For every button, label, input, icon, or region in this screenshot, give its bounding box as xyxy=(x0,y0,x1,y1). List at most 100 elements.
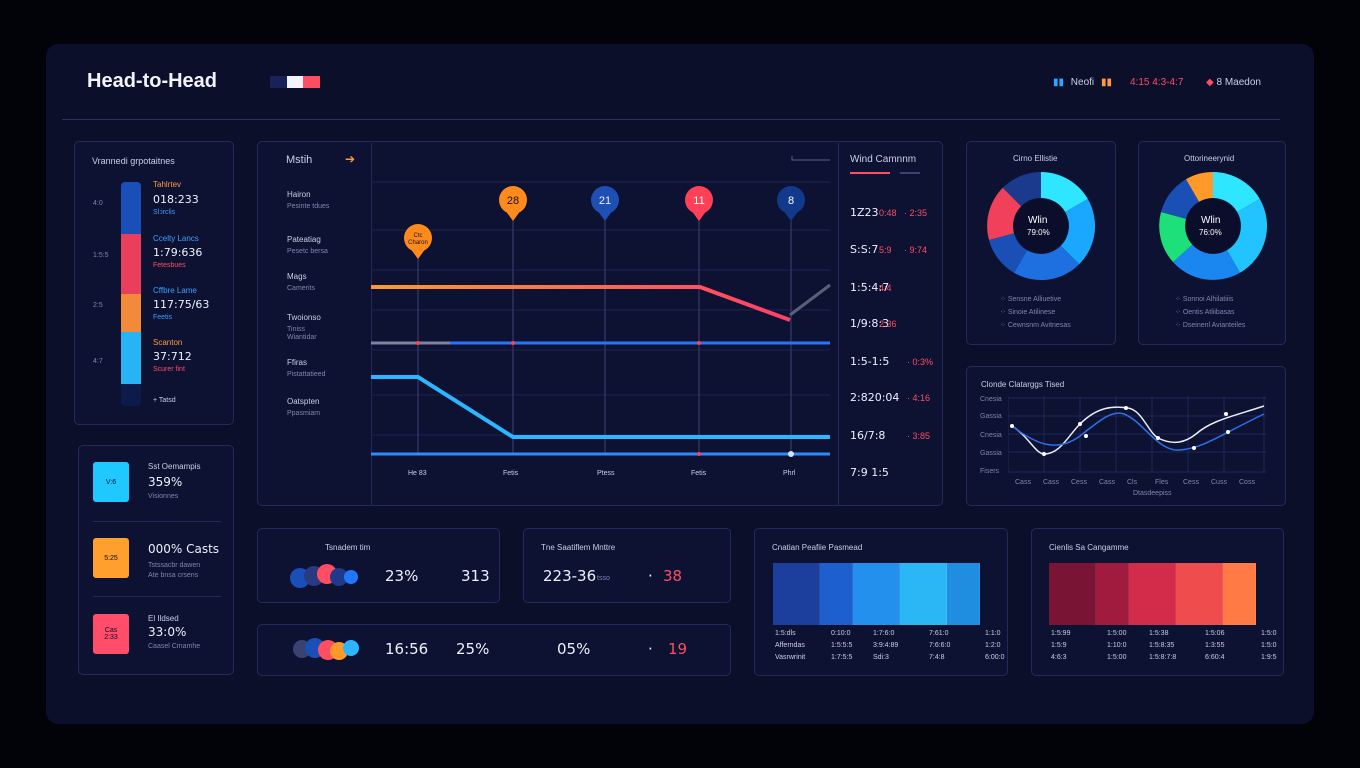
row-sub: Pistattatieed xyxy=(287,371,326,378)
heatmap-cell-label: 7:4:8 xyxy=(929,654,945,661)
card-bullet: · xyxy=(648,640,653,658)
svg-text:11: 11 xyxy=(693,195,704,207)
series-line-orange xyxy=(371,285,791,322)
page-title: Head-to-Head xyxy=(87,70,218,92)
card-value: 19 xyxy=(668,640,688,658)
trend-x-label: Cass xyxy=(1015,479,1031,486)
donut-center-label: Wlin xyxy=(1028,215,1048,226)
header-mid-label: Neofi xyxy=(1070,77,1095,88)
donut-slice xyxy=(1014,245,1080,281)
heatmap-cell-label: 7:61:0 xyxy=(929,630,949,637)
trend-x-caption: Dtasdeepiss xyxy=(1133,490,1172,497)
user-menu[interactable]: ◆ 8 Maedon xyxy=(1206,77,1261,88)
donut-center-value: 79:0% xyxy=(1027,228,1050,237)
axis-tick: 4:7 xyxy=(93,358,103,365)
donut-title: Ottorineerynid xyxy=(1184,154,1235,163)
marker-pin[interactable]: 8 xyxy=(777,186,805,221)
x-label: Ptess xyxy=(597,470,615,477)
arrow-icon[interactable]: ➔ xyxy=(345,152,356,166)
heatmap-grid xyxy=(773,563,990,625)
heatmap-cell-label: 1:5:dls xyxy=(775,630,796,637)
toggle-segment-red[interactable] xyxy=(303,76,321,88)
divider xyxy=(838,143,839,505)
trend-x-label: Cls xyxy=(1127,479,1138,486)
wind-delta: 5:9 xyxy=(879,245,892,255)
heatmap-cell-label: 1:5:0 xyxy=(1261,642,1277,649)
heatmap-cell-label: Afferndas xyxy=(775,642,805,649)
marker-pin[interactable]: 11 xyxy=(685,186,713,221)
heatmap-cell-label: 1:5:5:5 xyxy=(831,642,853,649)
wind-value: S:S:7 xyxy=(850,243,879,256)
wind-delta: · 2:35 xyxy=(904,208,928,218)
svg-text:Charon: Charon xyxy=(408,240,428,246)
stat-tile-icon: V:6 xyxy=(93,462,129,502)
add-total-button[interactable]: + Tatsd xyxy=(153,397,176,404)
wind-delta: 0:48 xyxy=(879,208,897,218)
card-bullet: · xyxy=(648,567,653,585)
row-label: Ffiras xyxy=(287,358,307,367)
wind-delta: · 0:3% xyxy=(907,357,934,367)
stat-tile-text: Cas 2:33 xyxy=(104,627,118,641)
heatmap-column xyxy=(947,563,980,625)
toggle-segment-dark[interactable] xyxy=(270,76,287,88)
row-sub: Camerits xyxy=(287,285,316,292)
wind-value: 1/9:8:3 xyxy=(850,317,890,330)
bar-segment-red xyxy=(121,234,141,294)
stat-tile-icon: Cas 2:33 xyxy=(93,614,129,654)
heatmap-cell-label: 1:5:00 xyxy=(1107,630,1127,637)
heatmap-cell-label: 1:2:0 xyxy=(985,642,1001,649)
x-label: Fetis xyxy=(503,470,519,477)
legend-item: ⁘ Sensne Alliuetive xyxy=(1000,296,1062,303)
row-label: Hairon xyxy=(287,190,311,199)
heatmap-cell-label: 1:5:9 xyxy=(1051,642,1067,649)
wind-delta: 4:4 xyxy=(879,283,892,293)
user-name: 8 Maedon xyxy=(1216,77,1261,88)
heatmap-column xyxy=(853,563,900,625)
header-nav[interactable]: ▮▮ Neofi ▮▮ xyxy=(1053,77,1112,88)
entry-value: 018:233 xyxy=(153,193,199,206)
legend-text: Sensne Alliuetive xyxy=(1007,296,1062,303)
bar-segment-orange xyxy=(121,294,141,332)
heatmap-cell-label: 0:10:0 xyxy=(831,630,851,637)
stat-sub: Tstssacbr dawen Ate bnsa crsens xyxy=(148,562,201,579)
title-underline xyxy=(900,172,920,174)
row-sub: Pesetc bersa xyxy=(287,248,328,255)
heatmap-cell-label: 1:3:55 xyxy=(1205,642,1225,649)
toggle-segment-light[interactable] xyxy=(286,76,304,88)
legend-item: ⁘ Dseinenl Avianteiles xyxy=(1175,322,1246,329)
donut-slice xyxy=(1227,199,1268,273)
marker-pin[interactable]: 28 xyxy=(499,186,527,221)
avatar xyxy=(344,570,358,584)
donut-chart-2 xyxy=(1159,171,1268,280)
donut-slice xyxy=(1213,171,1260,212)
heatmap-cell-label: 1:7:6:0 xyxy=(873,630,895,637)
trend-x-label: Cuss xyxy=(1211,479,1227,486)
heatmap-cell-label: 1:7:5:5 xyxy=(831,654,853,661)
heatmap-column xyxy=(1223,563,1256,625)
trend-title: Clonde Clatarggs Tised xyxy=(981,380,1065,389)
heatmap-cell-label: 1:9:5 xyxy=(1261,654,1277,661)
view-toggle[interactable] xyxy=(270,76,321,88)
bar-icon: ▮▮ xyxy=(1053,77,1065,88)
legend-text: Oentis Atliibasas xyxy=(1182,309,1235,316)
axis-tick: 1:5:5 xyxy=(93,252,109,259)
card-title: Tne Saatiflem Mnttre xyxy=(541,543,616,552)
marker-pin[interactable]: Ctc Charon xyxy=(404,224,432,259)
heatmap-grid xyxy=(1049,563,1266,625)
row-sub: Tiniss Wiantidar xyxy=(287,326,317,341)
row-sub: Pesinte tdues xyxy=(287,203,330,210)
avatar xyxy=(330,568,348,586)
entry-label: Ccelty Lancs xyxy=(153,234,199,243)
data-point xyxy=(697,341,701,345)
stat-tile-icon: 5:25 xyxy=(93,538,129,578)
wind-value: 16/7:8 xyxy=(850,429,886,442)
axis-tick: 2:5 xyxy=(93,302,103,309)
stat-label: Sst Oemampis xyxy=(148,462,201,471)
data-point xyxy=(697,452,701,456)
marker-pin[interactable]: 21 xyxy=(591,186,619,221)
legend-text: Dseinenl Avianteiles xyxy=(1182,322,1246,329)
wind-panel-title: Wind Camnnm xyxy=(850,154,917,165)
left-panel-title: Vrannedi grpotaitnes xyxy=(92,156,175,166)
donut-slice xyxy=(1159,212,1193,262)
divider xyxy=(93,521,221,522)
